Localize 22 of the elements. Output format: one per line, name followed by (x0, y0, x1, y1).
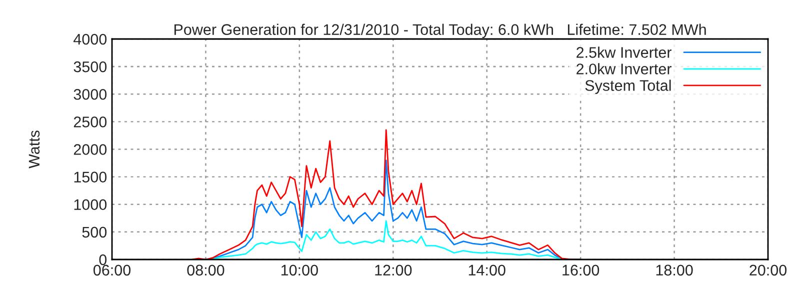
x-tick-label: 10:00 (281, 264, 318, 276)
y-tick-label: 3000 (74, 88, 107, 100)
x-tick-label: 14:00 (468, 264, 506, 276)
y-axis-title: Watts (28, 130, 40, 168)
y-tick-label: 3500 (74, 61, 107, 72)
legend-label: System Total (585, 80, 671, 94)
x-tick-label: 16:00 (562, 264, 600, 276)
x-tick-label: 12:00 (375, 264, 412, 276)
y-tick-label: 1000 (74, 199, 107, 210)
y-tick-label: 1500 (74, 172, 107, 182)
x-tick-label: 06:00 (93, 264, 131, 276)
x-tick-label: 08:00 (187, 264, 224, 276)
y-tick-label: 4000 (74, 34, 107, 45)
x-tick-label: 20:00 (750, 264, 787, 276)
chart-title: Power Generation for 12/31/2010 - Total Today: 6.0 kWh Lifetime: 7.502 MWh (174, 24, 706, 38)
legend-label: 2.0kw Inverter (576, 63, 672, 74)
y-tick-label: 0 (99, 254, 107, 266)
y-tick-label: 2500 (74, 116, 107, 128)
x-tick-label: 18:00 (656, 264, 693, 276)
legend-label: 2.5kw Inverter (576, 46, 672, 58)
y-tick-label: 2000 (74, 144, 107, 155)
y-tick-label: 500 (82, 226, 107, 238)
